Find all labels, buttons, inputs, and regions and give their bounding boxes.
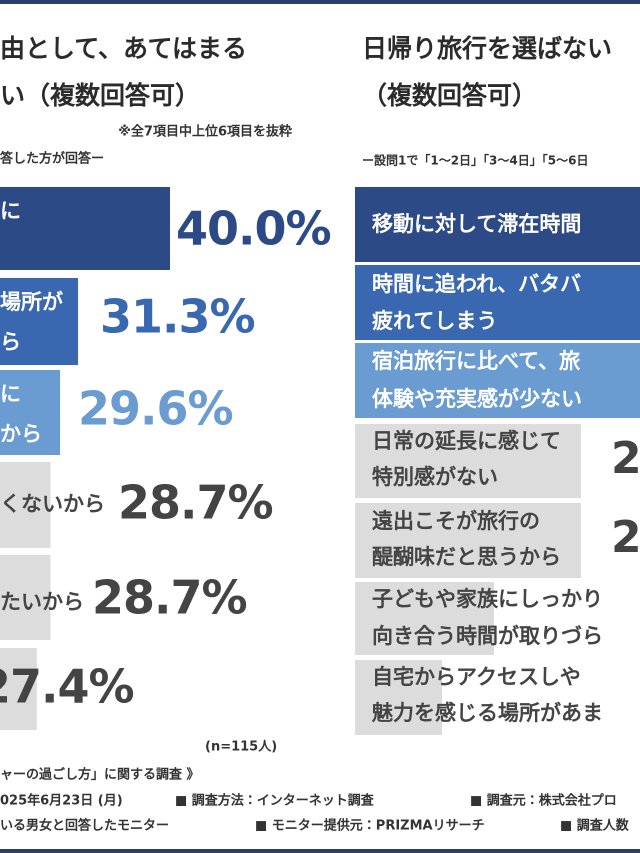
bar <box>0 278 79 365</box>
bar <box>355 582 494 655</box>
category-label: に <box>0 199 21 223</box>
value-label: 28.7% <box>92 571 247 625</box>
value-label: 31.3% <box>100 290 255 344</box>
bar <box>0 370 61 455</box>
subtitle: ー設問1で「1〜2日」「3〜4日」「5〜6日 <box>362 153 588 168</box>
chart-title: い（複数回答可） <box>0 81 200 110</box>
footer-text: ■ 調査元：株式会社プロ <box>470 793 617 809</box>
category-label: 向き合う時間が取りづら <box>372 624 603 648</box>
category-label: 自宅からアクセスしや <box>372 665 581 689</box>
value-label: 29.6% <box>78 382 233 436</box>
footer-text: ■ 調査人数 <box>560 818 630 834</box>
bar <box>0 187 170 270</box>
category-label: 遠出こそが旅行の <box>372 509 540 533</box>
sample-size: (n=115人) <box>205 740 277 755</box>
value-label: 22.6% <box>611 512 640 563</box>
category-label: 魅力を感じる場所があま <box>371 701 603 725</box>
footer-text: 025年6月23日 (月) <box>0 793 123 809</box>
category-label: 子どもや家族にしっかり <box>372 587 603 611</box>
category-label: ら <box>0 330 21 354</box>
chart-title: 由として、あてはまる <box>0 34 247 63</box>
bar <box>355 343 640 418</box>
value-label: 22.6% <box>611 433 640 484</box>
chart-title: 日帰り旅行を選ばない <box>362 34 612 63</box>
footer-text: ■ モニター提供元：PRIZMAリサーチ <box>255 818 485 834</box>
category-label: くないから <box>0 492 105 516</box>
subtitle: 答した方が回答ー <box>0 151 104 167</box>
bar <box>355 187 640 262</box>
value-label: 40.0% <box>176 202 331 256</box>
top-border <box>0 0 640 4</box>
bottom-border <box>0 849 640 853</box>
bar <box>355 503 581 578</box>
value-label: 27.4% <box>0 660 134 714</box>
category-label: 移動に対して滞在時間 <box>372 212 581 236</box>
note: ※全7項目中上位6項目を抜粋 <box>118 124 292 140</box>
bar <box>0 648 37 730</box>
bar <box>0 462 51 548</box>
footer-text: いる男女と回答したモニター <box>0 818 169 834</box>
category-label: たいから <box>0 590 84 614</box>
category-label: に <box>0 382 21 406</box>
category-label: 醍醐味だと思うから <box>372 545 561 569</box>
category-label: 場所が <box>0 290 63 314</box>
category-label: 体験や充実感が少ない <box>372 387 582 411</box>
category-label: から <box>0 422 42 446</box>
bar <box>355 660 442 735</box>
footer-text: ■ 調査方法：インターネット調査 <box>175 793 375 809</box>
bar <box>0 555 51 640</box>
category-label: 疲れてしまう <box>372 309 497 333</box>
category-label: 特別感がない <box>372 465 498 489</box>
category-label: 日常の延長に感じて <box>372 429 561 453</box>
category-label: 時間に追われ、バタバ <box>372 272 581 296</box>
value-label: 28.7% <box>118 476 273 530</box>
bar <box>355 424 581 498</box>
category-label: 宿泊旅行に比べて、旅 <box>371 349 581 373</box>
bar <box>355 265 640 340</box>
footer-text: ャーの過ごし方」に関する調査 》 <box>0 767 200 783</box>
chart-title: （複数回答可） <box>362 81 537 110</box>
